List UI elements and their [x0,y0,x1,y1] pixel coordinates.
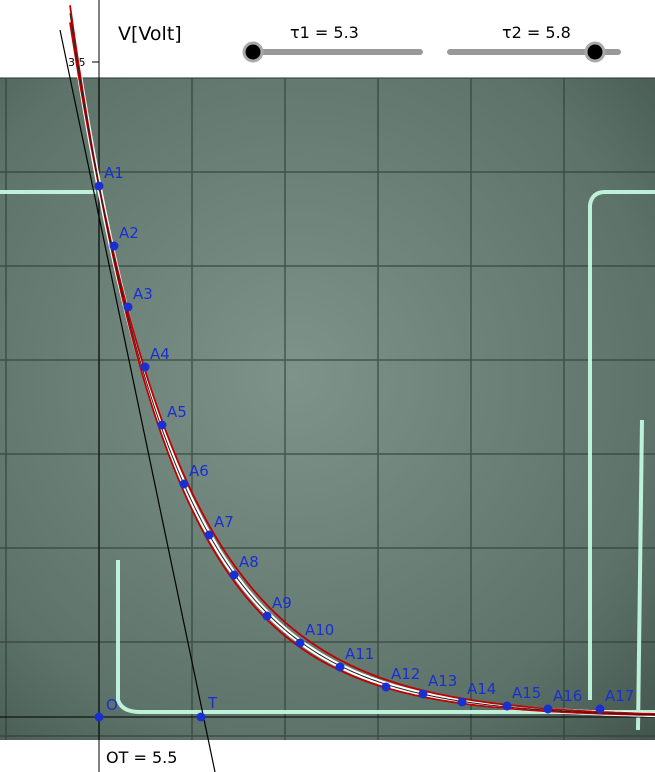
slider[interactable]: τ2 = 5.8 [447,23,621,63]
point-label: A14 [467,680,496,698]
point-label: A8 [239,553,259,571]
point [502,701,512,711]
tangent-line [59,29,216,772]
point [229,570,239,580]
point-label: A13 [428,672,457,690]
point [123,302,133,312]
y-axis-label: V[Volt] [118,23,182,45]
point-label: A3 [133,285,153,303]
point-label: A2 [119,224,139,242]
tangent-point [196,712,206,722]
fit-curves [67,5,655,718]
point [335,662,345,672]
point-label: A1 [104,164,124,182]
point [94,181,104,191]
point [109,241,119,251]
point-label: A5 [167,403,187,421]
point-label: A6 [189,462,209,480]
point-label: A12 [391,665,420,683]
point-label: A4 [150,345,170,363]
curve [69,13,655,716]
point-label: A7 [214,513,234,531]
point [157,420,167,430]
point [457,697,467,707]
slider[interactable]: τ1 = 5.3 [242,23,423,63]
point-label: A15 [512,684,541,702]
point [381,682,391,692]
point-label: A10 [305,621,334,639]
origin-point [94,712,104,722]
slider-label: τ2 = 5.8 [502,23,571,42]
slider-knob[interactable] [242,41,264,63]
origin-label: O [106,696,118,714]
scope-grid [0,77,655,740]
point [204,530,214,540]
point [262,611,272,621]
tangent-point-label: T [207,694,218,712]
point-label: A11 [345,645,374,663]
point-label: A17 [605,687,634,705]
point-label: A9 [272,594,292,612]
point-label: A16 [553,687,582,705]
point [295,638,305,648]
point [595,704,605,714]
curve [69,22,655,715]
scope-trace [0,190,655,731]
oscilloscope-image [0,78,655,740]
point [543,704,553,714]
point [140,362,150,372]
result-text: OT = 5.5 [106,748,177,767]
points: A1 A2 A3 A4 A5 A6 A7 A8 A9 A10 A11 A12 A13 A14 A15 A16 A… [94,164,634,714]
point [179,479,189,489]
slider-label: τ1 = 5.3 [290,23,359,42]
point [418,689,428,699]
curve [69,5,655,716]
slider-knob[interactable] [584,41,606,63]
